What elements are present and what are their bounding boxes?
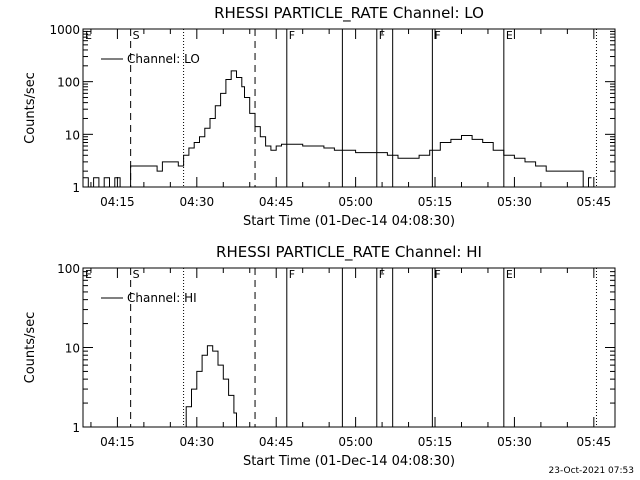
plot-frame [82, 28, 616, 188]
y-tick-label: 1 [72, 421, 80, 435]
x-tick-label: 05:45 [577, 435, 612, 449]
x-tick-label: 05:00 [338, 435, 373, 449]
x-tick-label: 04:30 [180, 195, 215, 209]
y-tick-label: 1 [72, 181, 80, 195]
event-marker-label: E [85, 268, 92, 281]
event-marker-label: S [133, 29, 140, 42]
x-tick-label: 05:15 [418, 195, 453, 209]
event-marker-label: F [434, 29, 440, 42]
x-tick-label: 04:15 [100, 195, 135, 209]
event-marker-label: E [506, 268, 513, 281]
event-marker-label: F [379, 268, 385, 281]
x-tick-label: 04:15 [100, 435, 135, 449]
x-tick-label: 05:00 [338, 195, 373, 209]
y-tick-label: 100 [57, 76, 80, 90]
event-marker-label: F [379, 29, 385, 42]
legend-label: Channel: HI [127, 291, 197, 305]
footer-stamp: 23-Oct-2021 07:53 [548, 466, 634, 476]
x-tick-label: 04:45 [259, 195, 294, 209]
x-tick-label: 05:15 [418, 435, 453, 449]
x-tick-label: 05:30 [497, 195, 532, 209]
chart-title: RHESSI PARTICLE_RATE Channel: LO [214, 4, 484, 23]
x-axis-label: Start Time (01-Dec-14 04:08:30) [243, 214, 455, 229]
legend-label: Channel: LO [127, 52, 200, 66]
x-tick-label: 04:30 [180, 435, 215, 449]
series-line [183, 345, 240, 428]
y-tick-label: 10 [65, 128, 80, 142]
event-marker-label: E [85, 29, 92, 42]
event-marker-label: E [506, 29, 513, 42]
y-axis-label: Counts/sec [23, 312, 38, 384]
x-tick-label: 05:45 [577, 195, 612, 209]
y-tick-label: 100 [57, 262, 80, 276]
event-marker-label: F [289, 268, 295, 281]
event-marker-label: F [289, 29, 295, 42]
x-tick-label: 05:30 [497, 435, 532, 449]
x-axis-label: Start Time (01-Dec-14 04:08:30) [243, 454, 455, 469]
chart-title: RHESSI PARTICLE_RATE Channel: HI [216, 243, 482, 262]
x-tick-label: 04:45 [259, 435, 294, 449]
event-marker-label: S [133, 268, 140, 281]
y-tick-label: 1000 [49, 23, 80, 37]
y-axis-label: Counts/sec [23, 72, 38, 144]
y-tick-label: 10 [65, 342, 80, 356]
series-line [83, 70, 592, 188]
event-marker-label: F [434, 268, 440, 281]
